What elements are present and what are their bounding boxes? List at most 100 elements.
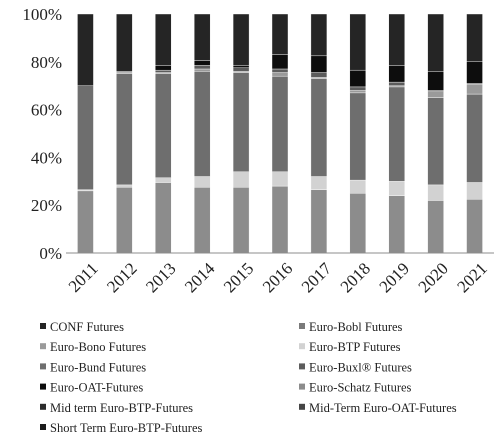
bar-segment	[232, 187, 250, 254]
bar-segment	[155, 182, 172, 254]
bars	[77, 13, 483, 254]
x-tick-label: 2012	[103, 259, 140, 296]
bar-segment	[193, 60, 211, 66]
bar-segment	[466, 199, 483, 254]
bar-segment	[310, 176, 328, 190]
bar-segment	[388, 181, 405, 196]
legend-swatch	[40, 363, 46, 370]
bar-segment	[232, 13, 250, 66]
bar-segment	[466, 93, 483, 183]
bar-segment	[349, 69, 367, 88]
bar-segment	[193, 176, 211, 188]
y-tick-label: 60%	[31, 101, 62, 120]
bar-segment	[271, 72, 289, 77]
legend-label: Euro-Buxl® Futures	[309, 360, 412, 374]
legend-swatch	[299, 383, 305, 390]
legend-swatch	[40, 343, 46, 350]
bar-segment	[271, 171, 289, 187]
bar-segment	[349, 86, 367, 91]
y-tick-label: 20%	[31, 196, 62, 215]
legend-swatch	[299, 343, 305, 350]
bar-segment	[77, 13, 94, 86]
bar-segment	[77, 190, 94, 254]
y-tick-label: 40%	[31, 148, 62, 167]
bar-segment	[427, 184, 444, 201]
x-tick-label: 2021	[453, 259, 490, 296]
bar-segment	[388, 81, 405, 86]
bar-segment	[349, 179, 367, 194]
bar-segment	[349, 13, 367, 71]
bar-segment	[388, 13, 405, 66]
bar-segment	[116, 187, 133, 254]
bar-segment	[271, 185, 289, 254]
legend-swatch	[299, 363, 305, 370]
legend-label: Euro-Bono Futures	[50, 340, 146, 354]
bar-segment	[232, 65, 250, 68]
bar-segment	[466, 84, 483, 95]
bar-segment	[77, 85, 94, 190]
x-tick-label: 2011	[65, 259, 102, 296]
legend-label: Euro-Bund Futures	[50, 360, 146, 374]
bar-segment	[271, 54, 289, 70]
legend-swatch	[299, 323, 305, 329]
legend-label: Mid-Term Euro-OAT-Futures	[309, 401, 457, 415]
bar-segment	[155, 13, 172, 66]
legend-label: Euro-BTP Futures	[309, 340, 401, 354]
bar-segment	[310, 189, 328, 254]
legend-label: Euro-Schatz Futures	[309, 381, 412, 395]
bar-segment	[466, 13, 483, 62]
legend-swatch	[40, 383, 46, 390]
legend-swatch	[40, 323, 46, 329]
y-tick-label: 100%	[22, 5, 62, 24]
bar-segment	[116, 184, 133, 188]
legend-label: Mid term Euro-BTP-Futures	[50, 401, 193, 415]
legend-label: Short Term Euro-BTP-Futures	[50, 421, 202, 435]
x-tick-label: 2016	[259, 259, 296, 296]
y-tick-label: 0%	[39, 244, 62, 263]
bar-segment	[427, 13, 444, 72]
legend-swatch	[299, 403, 305, 410]
legend-swatch	[40, 403, 46, 410]
bar-segment	[349, 90, 367, 94]
legend-swatch	[40, 424, 46, 430]
bar-segment	[193, 65, 211, 70]
x-tick-label: 2018	[337, 259, 374, 296]
bar-segment	[271, 75, 289, 172]
bar-segment	[155, 73, 172, 178]
bar-segment	[232, 67, 250, 72]
legend-label: Euro-OAT-Futures	[50, 381, 143, 395]
bar-segment	[388, 65, 405, 83]
x-tick-label: 2015	[220, 259, 257, 296]
y-axis: 0% 20% 40% 60% 80% 100%	[22, 5, 62, 263]
bar-segment	[193, 71, 211, 177]
bar-segment	[466, 61, 483, 84]
bar-segment	[155, 65, 172, 71]
bar-segment	[155, 69, 172, 73]
bar-segment	[388, 195, 405, 254]
x-tick-label: 2020	[414, 259, 451, 296]
bar-segment	[232, 72, 250, 172]
bar-segment	[427, 97, 444, 186]
bar-segment	[349, 193, 367, 254]
bar-segment	[193, 187, 211, 254]
bar-segment	[116, 13, 133, 72]
bar-segment	[427, 71, 444, 91]
bar-segment	[310, 72, 328, 78]
bar-segment	[193, 68, 211, 72]
bar-segment	[310, 55, 328, 73]
y-tick-label: 80%	[31, 53, 62, 72]
bar-segment	[116, 73, 133, 186]
legend-label: Euro-Bobl Futures	[309, 320, 403, 334]
x-axis: 2011 2012 2013 2014 2015 2016 2017 2018 2019 2020…	[65, 252, 494, 296]
bar-segment	[349, 92, 367, 181]
x-tick-label: 2019	[376, 259, 413, 296]
bar-segment	[155, 177, 172, 183]
bar-segment	[427, 200, 444, 254]
bar-segment	[271, 13, 289, 55]
bar-segment	[466, 182, 483, 200]
bar-segment	[271, 68, 289, 73]
legend: CONF Futures Euro-Bobl Futures Euro-Bono F…	[40, 320, 457, 435]
x-tick-label: 2013	[142, 259, 179, 296]
bar-segment	[427, 91, 444, 98]
